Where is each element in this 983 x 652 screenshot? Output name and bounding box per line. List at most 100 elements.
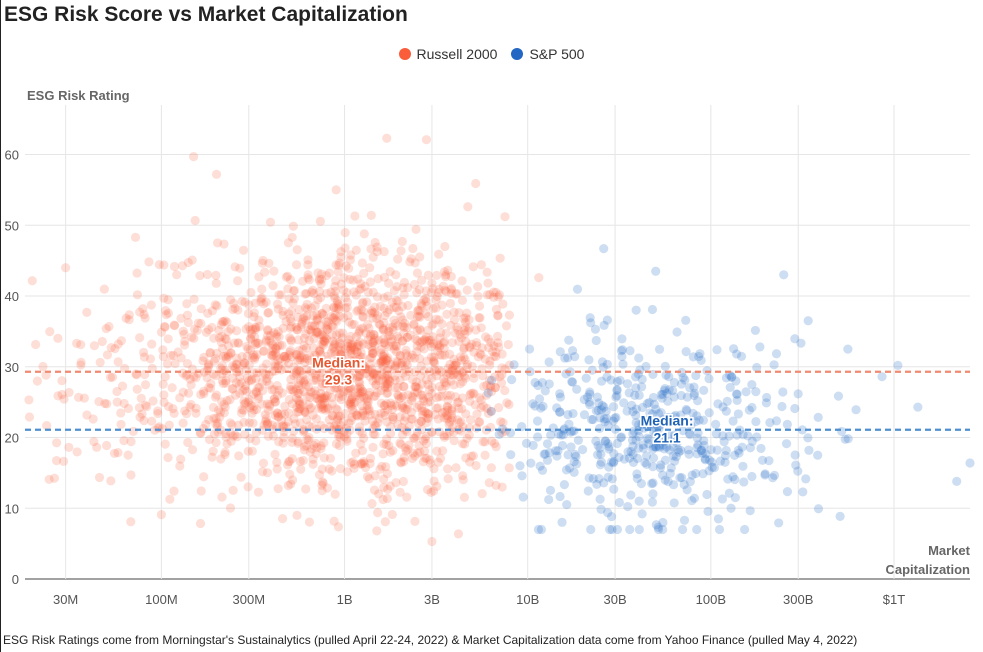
russell-2000-point xyxy=(302,311,312,321)
russell-2000-point xyxy=(414,400,424,410)
russell-2000-point xyxy=(335,432,345,442)
russell-2000-point xyxy=(322,325,332,335)
russell-2000-point xyxy=(57,389,67,400)
legend-item-russell[interactable]: Russell 2000 xyxy=(398,46,497,62)
sp500-point xyxy=(597,400,607,411)
russell-2000-point xyxy=(378,494,388,505)
sp500-point xyxy=(659,386,669,396)
russell-2000-point xyxy=(379,482,389,492)
russell-2000-point xyxy=(160,322,170,332)
sp500-point xyxy=(542,455,553,465)
russell-2000-point xyxy=(425,455,435,465)
russell-2000-point xyxy=(436,367,446,377)
russell-2000-point xyxy=(219,408,229,418)
russell-2000-point xyxy=(272,299,283,309)
russell-2000-point xyxy=(225,395,235,405)
russell-2000-point xyxy=(426,335,436,345)
russell-2000-point xyxy=(352,347,362,357)
sp500-point xyxy=(624,388,634,398)
russell-2000-point xyxy=(432,371,442,381)
sp500-point xyxy=(793,466,803,476)
russell-2000-point xyxy=(236,378,246,388)
russell-2000-point xyxy=(389,286,399,296)
russell-2000-point xyxy=(217,397,227,407)
russell-2000-point xyxy=(373,335,383,345)
sp500-point xyxy=(790,403,800,414)
russell-2000-point xyxy=(169,320,180,331)
russell-2000-point xyxy=(354,326,364,336)
russell-2000-point xyxy=(339,313,349,323)
russell-2000-point xyxy=(424,338,435,348)
sp500-point xyxy=(698,415,709,425)
russell-2000-point xyxy=(231,359,241,369)
russell-2000-point xyxy=(415,447,425,457)
russell-2000-point xyxy=(209,333,219,343)
sp500-point xyxy=(626,446,636,457)
sp500-point xyxy=(778,387,788,397)
russell-2000-point xyxy=(396,393,406,403)
russell-2000-point xyxy=(355,352,365,362)
legend-item-sp500[interactable]: S&P 500 xyxy=(511,46,584,62)
sp500-point xyxy=(526,458,536,468)
russell-2000-point xyxy=(336,420,346,431)
russell-2000-point xyxy=(412,288,422,298)
russell-2000-point xyxy=(327,343,338,354)
sp500-point xyxy=(672,327,682,337)
russell-2000-point xyxy=(335,328,345,338)
russell-2000-point xyxy=(380,383,390,393)
x-tick-label: 1B xyxy=(337,592,353,607)
russell-2000-point xyxy=(251,340,261,350)
russell-2000-point xyxy=(298,424,309,435)
russell-2000-point xyxy=(250,325,260,335)
sp500-point xyxy=(540,386,550,396)
russell-2000-point xyxy=(338,355,348,365)
russell-2000-point xyxy=(38,361,48,372)
x-tick-label: 300B xyxy=(783,592,813,607)
russell-2000-point xyxy=(162,359,173,369)
russell-2000-point xyxy=(502,398,512,408)
russell-2000-point xyxy=(412,347,422,357)
russell-2000-point xyxy=(478,401,488,411)
russell-2000-point xyxy=(214,325,224,336)
russell-2000-point xyxy=(271,351,281,361)
russell-2000-point xyxy=(328,410,338,421)
russell-2000-point xyxy=(399,452,409,463)
russell-2000-point xyxy=(305,325,316,335)
sp500-point xyxy=(533,524,544,535)
russell-2000-point xyxy=(428,357,439,367)
russell-2000-point xyxy=(207,306,218,316)
russell-2000-point xyxy=(474,393,485,403)
russell-2000-point xyxy=(336,357,346,367)
russell-2000-point xyxy=(233,305,243,315)
sp500-point xyxy=(634,496,644,506)
russell-2000-point xyxy=(380,311,390,321)
sp500-point xyxy=(552,451,562,461)
russell-2000-point xyxy=(283,457,294,467)
russell-2000-point xyxy=(498,299,508,309)
sp500-point xyxy=(645,408,655,418)
russell-2000-point xyxy=(116,336,126,346)
sp500-point xyxy=(607,511,617,522)
russell-2000-point xyxy=(389,341,399,351)
russell-2000-point xyxy=(341,261,351,271)
russell-2000-point xyxy=(311,449,321,459)
sp500-point xyxy=(723,474,733,484)
russell-2000-point xyxy=(382,399,392,409)
russell-2000-point xyxy=(353,411,363,421)
russell-2000-point xyxy=(373,418,383,428)
russell-2000-point xyxy=(365,353,375,363)
russell-2000-point xyxy=(345,255,356,265)
russell-2000-point xyxy=(327,425,337,435)
russell-2000-point xyxy=(395,350,405,361)
russell-2000-point xyxy=(292,510,302,520)
russell-2000-point xyxy=(163,334,173,344)
russell-2000-point xyxy=(418,436,429,446)
sp500-point xyxy=(833,391,844,401)
russell-2000-point xyxy=(273,341,283,351)
sp500-point xyxy=(694,415,704,425)
russell-2000-point xyxy=(44,474,54,485)
russell-2000-point xyxy=(215,412,225,422)
russell-2000-point xyxy=(163,308,173,318)
sp500-point xyxy=(637,374,647,384)
russell-2000-point xyxy=(331,404,341,414)
